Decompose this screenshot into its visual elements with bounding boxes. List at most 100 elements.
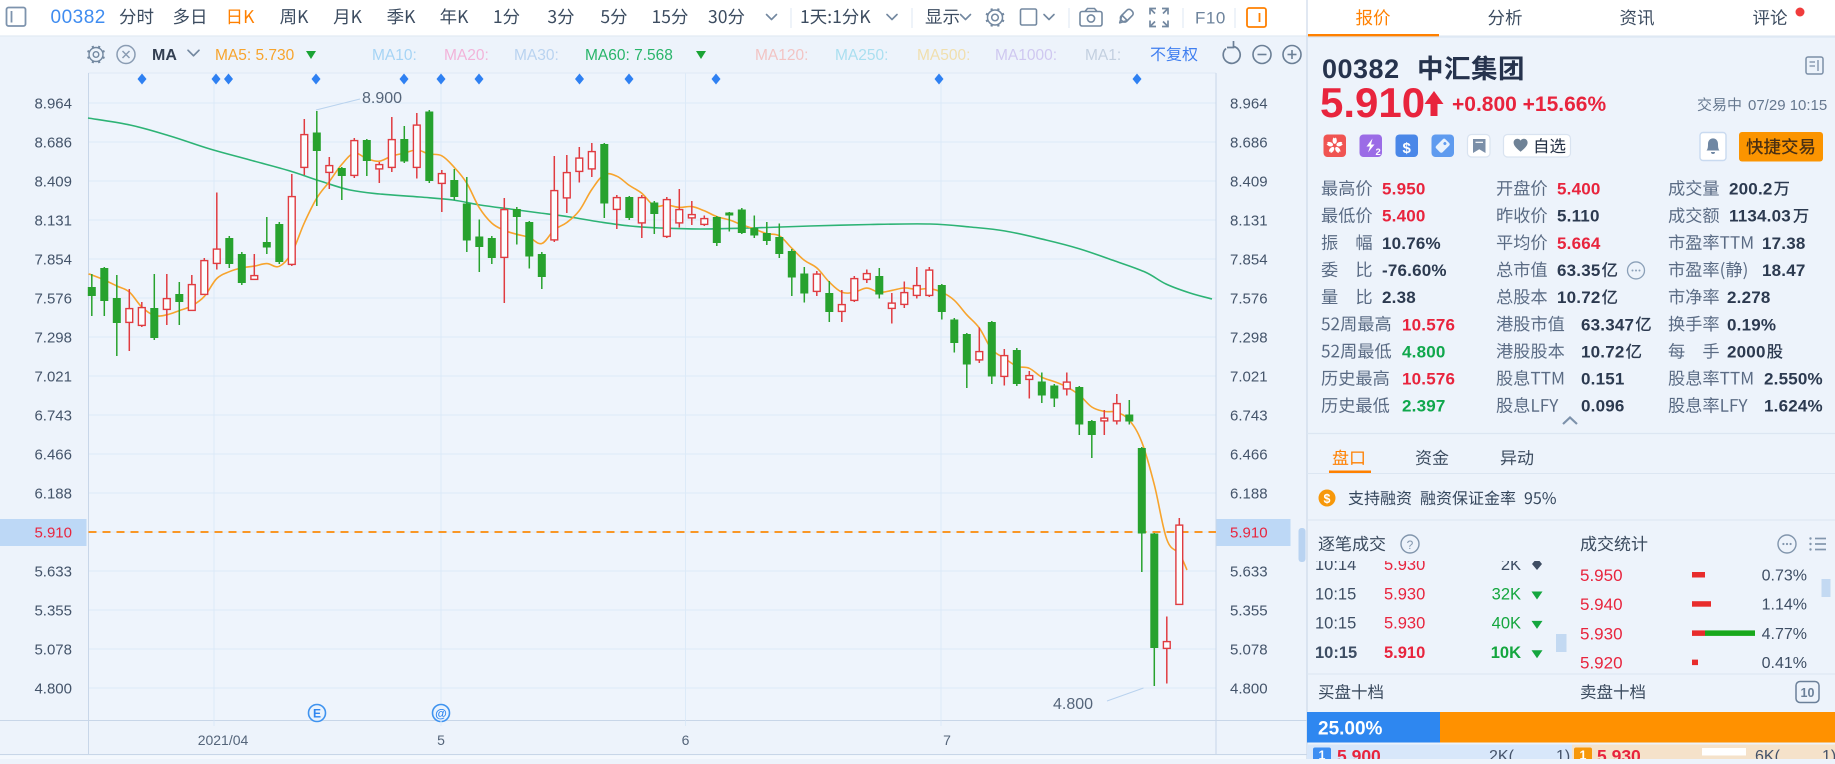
svg-text:1134.03: 1134.03 bbox=[1729, 207, 1791, 226]
svg-text:4.800: 4.800 bbox=[34, 681, 72, 698]
svg-text:7.576: 7.576 bbox=[1230, 291, 1268, 308]
svg-text:0.19%: 0.19% bbox=[1727, 315, 1776, 334]
svg-text:5.930: 5.930 bbox=[1384, 585, 1425, 603]
svg-text:MA60: 7.568: MA60: 7.568 bbox=[585, 47, 673, 64]
svg-text:MA500:: MA500: bbox=[917, 47, 970, 64]
svg-text:8.409: 8.409 bbox=[1230, 174, 1268, 191]
svg-text:MA30:: MA30: bbox=[514, 47, 559, 64]
svg-text:10:15: 10:15 bbox=[1315, 644, 1357, 662]
svg-text:6.743: 6.743 bbox=[1230, 408, 1268, 425]
svg-text:$: $ bbox=[1403, 140, 1412, 157]
svg-text:4.77%: 4.77% bbox=[1762, 626, 1807, 643]
svg-text:$: $ bbox=[1324, 492, 1331, 506]
svg-text:8.131: 8.131 bbox=[1230, 213, 1268, 230]
svg-text:5.930: 5.930 bbox=[1580, 624, 1623, 643]
svg-text:MA250:: MA250: bbox=[835, 47, 888, 64]
svg-text:00382: 00382 bbox=[51, 7, 106, 28]
svg-text:6.188: 6.188 bbox=[1230, 486, 1268, 503]
svg-text:8.900: 8.900 bbox=[362, 90, 402, 107]
svg-text:2: 2 bbox=[1376, 147, 1381, 158]
svg-text:1.624%: 1.624% bbox=[1764, 397, 1823, 416]
svg-text:5.920: 5.920 bbox=[1580, 654, 1623, 673]
svg-text:5.930: 5.930 bbox=[1384, 556, 1425, 574]
svg-text:MA1:: MA1: bbox=[1085, 47, 1121, 64]
svg-text:1): 1) bbox=[1822, 748, 1835, 759]
svg-text:2021/04: 2021/04 bbox=[198, 732, 249, 748]
svg-text:63.35: 63.35 bbox=[1557, 261, 1601, 280]
svg-text:1: 1 bbox=[1580, 749, 1587, 760]
svg-text:MA10:: MA10: bbox=[372, 47, 417, 64]
svg-text:7.854: 7.854 bbox=[1230, 252, 1268, 269]
svg-text:5: 5 bbox=[437, 732, 445, 748]
svg-text:32K: 32K bbox=[1492, 585, 1521, 603]
svg-text:8.686: 8.686 bbox=[34, 135, 72, 152]
svg-text:1: 1 bbox=[1319, 749, 1326, 760]
svg-text:E: E bbox=[313, 707, 321, 721]
svg-text:07/29 10:15: 07/29 10:15 bbox=[1748, 97, 1827, 114]
svg-text:@: @ bbox=[435, 707, 447, 721]
svg-text:5.355: 5.355 bbox=[34, 603, 72, 620]
svg-text:5.950: 5.950 bbox=[1382, 180, 1426, 199]
svg-text:4.800: 4.800 bbox=[1053, 696, 1093, 713]
svg-text:6.188: 6.188 bbox=[34, 486, 72, 503]
svg-text:7.298: 7.298 bbox=[34, 330, 72, 347]
svg-text:MA1000:: MA1000: bbox=[995, 47, 1057, 64]
svg-text:F10: F10 bbox=[1195, 9, 1226, 28]
svg-text:10.576: 10.576 bbox=[1402, 370, 1455, 389]
svg-text:?: ? bbox=[1407, 538, 1414, 552]
svg-text:5.950: 5.950 bbox=[1580, 566, 1623, 585]
svg-text:2.397: 2.397 bbox=[1402, 397, 1446, 416]
svg-text:5.400: 5.400 bbox=[1557, 180, 1601, 199]
svg-text:8.131: 8.131 bbox=[34, 213, 72, 230]
svg-text:0.151: 0.151 bbox=[1581, 370, 1625, 389]
svg-text:7: 7 bbox=[943, 732, 951, 748]
svg-text:10K: 10K bbox=[1491, 644, 1521, 662]
svg-text:10.72: 10.72 bbox=[1557, 288, 1601, 307]
svg-text:MA20:: MA20: bbox=[444, 47, 489, 64]
svg-text:5.900: 5.900 bbox=[1337, 746, 1381, 759]
svg-text:5.078: 5.078 bbox=[1230, 642, 1268, 659]
svg-text:7.576: 7.576 bbox=[34, 291, 72, 308]
svg-text:5.110: 5.110 bbox=[1557, 207, 1600, 226]
svg-text:40K: 40K bbox=[1492, 615, 1521, 633]
svg-text:8.964: 8.964 bbox=[1230, 96, 1268, 113]
svg-text:17.38: 17.38 bbox=[1762, 234, 1806, 253]
svg-text:5.910: 5.910 bbox=[1320, 79, 1425, 126]
svg-text:10:15: 10:15 bbox=[1315, 615, 1356, 633]
svg-text:2.278: 2.278 bbox=[1727, 288, 1771, 307]
svg-text:7.021: 7.021 bbox=[1230, 369, 1268, 386]
svg-text:2.550%: 2.550% bbox=[1764, 370, 1823, 389]
svg-text:6K(: 6K( bbox=[1755, 748, 1781, 759]
svg-text:0.096: 0.096 bbox=[1581, 397, 1625, 416]
svg-text:6: 6 bbox=[682, 732, 690, 748]
svg-text:5.940: 5.940 bbox=[1580, 595, 1623, 614]
svg-text:6.466: 6.466 bbox=[1230, 447, 1268, 464]
svg-text:2.38: 2.38 bbox=[1382, 288, 1416, 307]
svg-text:5.355: 5.355 bbox=[1230, 603, 1268, 620]
svg-text:10.72: 10.72 bbox=[1581, 342, 1625, 361]
svg-text:8.964: 8.964 bbox=[34, 96, 72, 113]
svg-text:10:14: 10:14 bbox=[1315, 556, 1356, 574]
svg-text:200.2: 200.2 bbox=[1729, 180, 1773, 199]
svg-text:5.633: 5.633 bbox=[1230, 564, 1268, 581]
svg-text:MA120:: MA120: bbox=[755, 47, 808, 64]
svg-text:6.743: 6.743 bbox=[34, 408, 72, 425]
svg-text:25.00%: 25.00% bbox=[1318, 719, 1383, 740]
svg-text:MA: MA bbox=[152, 47, 177, 64]
svg-text:7.298: 7.298 bbox=[1230, 330, 1268, 347]
svg-text:2K(: 2K( bbox=[1489, 748, 1515, 759]
svg-text:10:15: 10:15 bbox=[1315, 585, 1356, 603]
svg-text:5.633: 5.633 bbox=[34, 564, 72, 581]
svg-text:7.021: 7.021 bbox=[34, 369, 72, 386]
svg-text:2000: 2000 bbox=[1727, 342, 1766, 361]
svg-text:5.910: 5.910 bbox=[34, 525, 72, 542]
svg-text:5.400: 5.400 bbox=[1382, 207, 1426, 226]
svg-text:+0.800 +15.66%: +0.800 +15.66% bbox=[1452, 93, 1606, 116]
svg-text:2K: 2K bbox=[1501, 556, 1521, 574]
svg-text:1.14%: 1.14% bbox=[1762, 597, 1807, 614]
svg-text:MA5: 5.730: MA5: 5.730 bbox=[215, 47, 295, 64]
svg-text:00382: 00382 bbox=[1322, 54, 1400, 84]
svg-text:-76.60%: -76.60% bbox=[1382, 261, 1447, 280]
svg-text:10.576: 10.576 bbox=[1402, 315, 1455, 334]
svg-text:5.078: 5.078 bbox=[34, 642, 72, 659]
